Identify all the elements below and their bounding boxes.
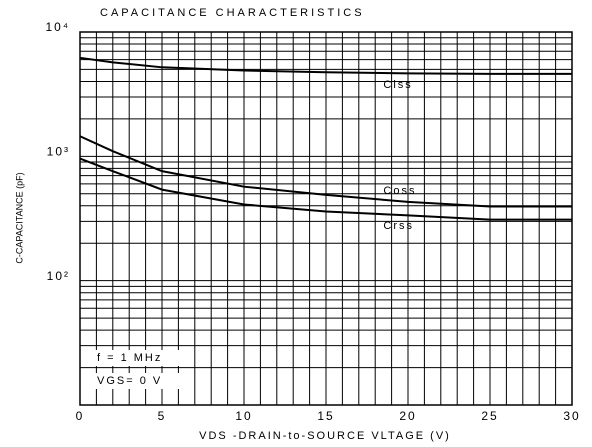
x-tick-label: 30	[563, 409, 580, 423]
y-tick-label: 10³	[47, 145, 70, 159]
x-axis-label: VDS -DRAIN-to-SOURCE VLTAGE (V)	[199, 430, 451, 442]
y-axis-label: C-CAPACITANCE (pF)	[14, 172, 24, 263]
x-tick-label: 25	[481, 409, 498, 423]
series-label: Crss	[383, 220, 414, 232]
x-tick-label: 5	[158, 409, 167, 423]
y-tick-label: 10²	[47, 269, 70, 283]
x-tick-label: 10	[235, 409, 252, 423]
x-tick-label: 0	[76, 409, 85, 423]
series-label: Coss	[383, 185, 416, 197]
series-label: Ciss	[383, 79, 412, 91]
x-tick-label: 15	[317, 409, 334, 423]
series-line	[79, 135, 572, 208]
series-line	[79, 157, 572, 221]
series-line	[79, 56, 572, 75]
annotation-bg	[95, 350, 193, 366]
annotation-bg	[95, 373, 193, 389]
annotation: f = 1 MHz	[97, 352, 162, 364]
annotation: VGS= 0 V	[97, 375, 162, 387]
y-tick-label: 10⁴	[45, 20, 70, 34]
chart-title: CAPACITANCE CHARACTERISTICS	[100, 7, 365, 19]
x-tick-label: 20	[399, 409, 416, 423]
